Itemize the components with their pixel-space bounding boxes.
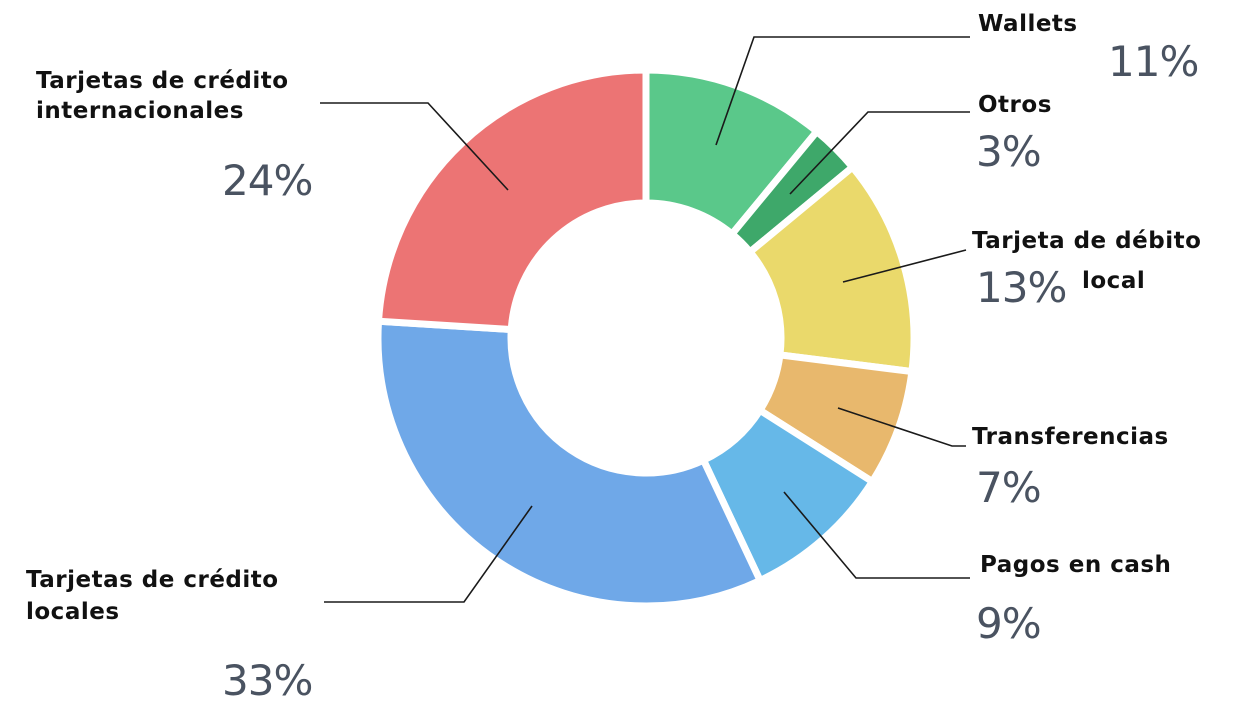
- label-tarjetas-de-credito-locales: Tarjetas de crédito locales: [26, 567, 279, 625]
- label-otros: Otros: [978, 92, 1052, 118]
- label-tarjetas-de-credito-internacionales: Tarjetas de crédito internacionales: [36, 68, 289, 124]
- value-label-transferencias: 7%: [976, 463, 1041, 512]
- donut-slices: [374, 66, 918, 610]
- slice-tarjeta-de-debito-local: [745, 162, 918, 376]
- leader-line-pagos-en-cash: [783, 491, 970, 579]
- slice-tarjetas-de-credito-locales: [374, 317, 765, 610]
- leader-line-transferencias: [837, 407, 966, 447]
- label-wallets: Wallets: [978, 11, 1078, 37]
- value-label-pagos-en-cash: 9%: [976, 599, 1041, 648]
- label-tarjeta-de-debito-local: Tarjeta de débito local: [972, 228, 1201, 294]
- value-label-tarjetas-de-credito-locales: 33%: [222, 656, 312, 703]
- label-pagos-en-cash: Pagos en cash: [980, 552, 1171, 578]
- value-label-tarjeta-de-debito-local: 13%: [976, 263, 1066, 312]
- leader-line-wallets: [715, 36, 970, 146]
- leader-lines: [320, 36, 970, 603]
- leader-line-otros: [789, 111, 970, 195]
- leader-line-tarjetas-de-credito-locales: [324, 505, 533, 603]
- slice-tarjetas-de-credito-internacionales: [374, 66, 650, 334]
- value-label-wallets: 11%: [1108, 37, 1198, 86]
- leader-line-tarjeta-de-debito-local: [842, 249, 967, 283]
- value-label-otros: 3%: [976, 127, 1041, 176]
- label-transferencias: Transferencias: [972, 424, 1169, 450]
- slice-labels: Wallets 11% Otros 3% Tarjeta de débito local1…: [26, 11, 1201, 703]
- leader-line-tarjetas-de-credito-internacionales: [320, 102, 509, 191]
- value-label-tarjetas-de-credito-internacionales: 24%: [222, 156, 312, 205]
